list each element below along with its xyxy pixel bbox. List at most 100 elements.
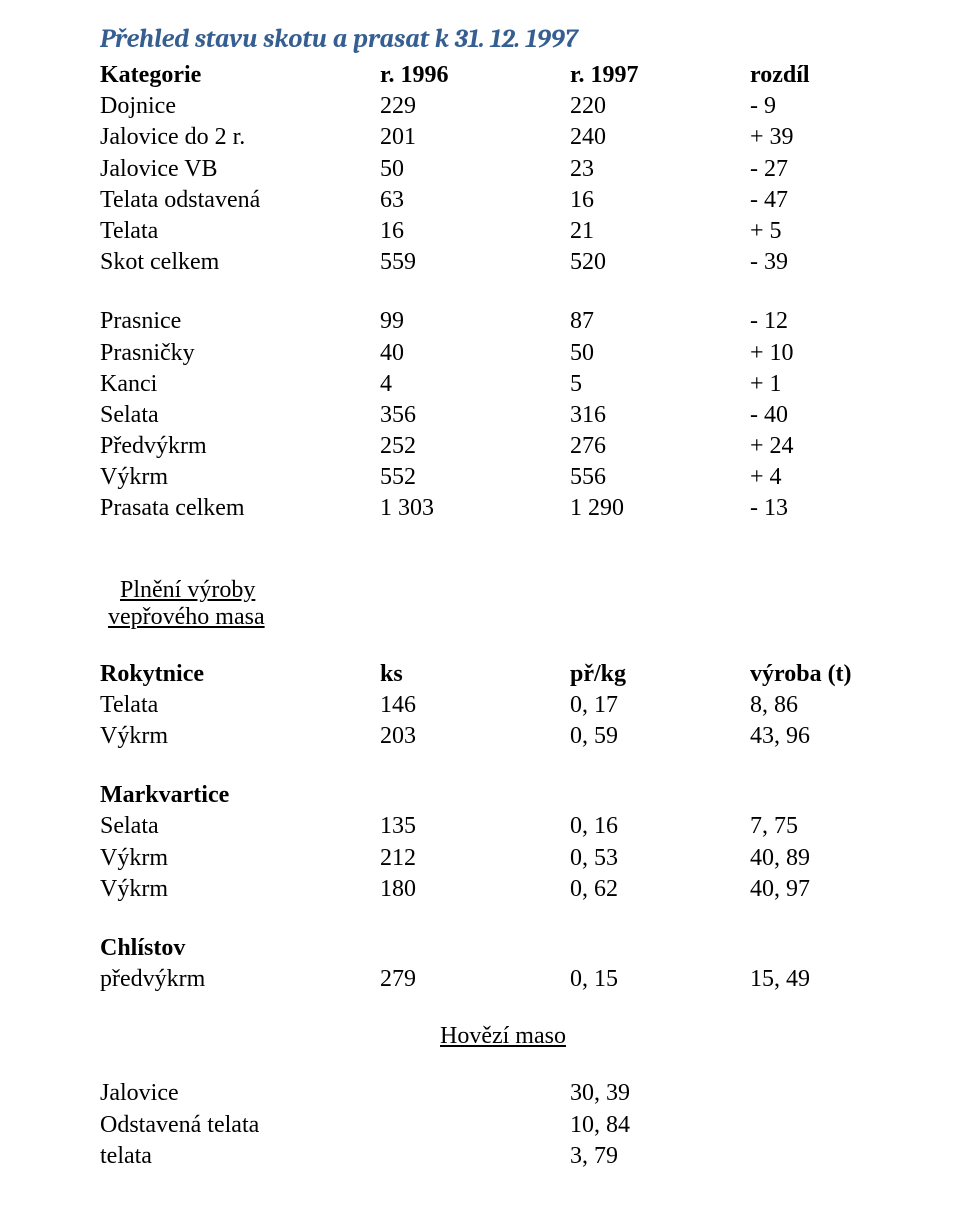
row-col-c: 40, 89	[750, 843, 900, 874]
row-col-c: - 12	[750, 306, 900, 337]
row-col-b: 240	[570, 122, 750, 153]
row-label: Kanci	[100, 369, 380, 400]
table-row: Telata1460, 178, 86	[100, 690, 900, 721]
row-col-b: 556	[570, 462, 750, 493]
row-col-b: 0, 16	[570, 811, 750, 842]
row-col-c: + 24	[750, 431, 900, 462]
row-col-a: 50	[380, 154, 570, 185]
hdr-1997: r. 1997	[570, 60, 750, 91]
row-label: Telata	[100, 690, 380, 721]
row-label: Předvýkrm	[100, 431, 380, 462]
row-col-a: 552	[380, 462, 570, 493]
row-label: Jalovice	[100, 1078, 570, 1109]
table-row: telata3, 79	[100, 1141, 900, 1172]
row-value: 10, 84	[570, 1110, 900, 1141]
row-col-a: 252	[380, 431, 570, 462]
row-col-c: - 39	[750, 247, 900, 278]
row-col-b: 0, 53	[570, 843, 750, 874]
subheading-line1: Plnění výroby	[100, 577, 900, 604]
row-col-a: 229	[380, 91, 570, 122]
table-row: Jalovice VB5023- 27	[100, 154, 900, 185]
row-col-c: - 13	[750, 493, 900, 524]
row-label: Jalovice VB	[100, 154, 380, 185]
row-label: Dojnice	[100, 91, 380, 122]
row-col-c: 7, 75	[750, 811, 900, 842]
table-row: předvýkrm2790, 1515, 49	[100, 964, 900, 995]
table-row: Jalovice30, 39	[100, 1078, 900, 1109]
row-label: Jalovice do 2 r.	[100, 122, 380, 153]
row-col-c: + 1	[750, 369, 900, 400]
row-col-b: 0, 59	[570, 721, 750, 752]
row-col-a: 203	[380, 721, 570, 752]
row-col-c: + 5	[750, 216, 900, 247]
hdr-prkg: př/kg	[570, 659, 750, 690]
row-col-c: - 9	[750, 91, 900, 122]
row-label: Telata odstavená	[100, 185, 380, 216]
row-label: Výkrm	[100, 843, 380, 874]
table-row: Předvýkrm252276+ 24	[100, 431, 900, 462]
row-col-c: 43, 96	[750, 721, 900, 752]
row-col-b: 0, 15	[570, 964, 750, 995]
row-col-a: 63	[380, 185, 570, 216]
row-col-c: - 27	[750, 154, 900, 185]
table1-header: Kategorie r. 1996 r. 1997 rozdíl	[100, 60, 900, 91]
table-row: Selata356316- 40	[100, 400, 900, 431]
row-col-b: 16	[570, 185, 750, 216]
row-label: Prasnice	[100, 306, 380, 337]
page-title: Přehled stavu skotu a prasat k 31. 12. 1…	[100, 24, 900, 54]
table-row: Selata1350, 167, 75	[100, 811, 900, 842]
row-col-b: 520	[570, 247, 750, 278]
row-col-c: + 39	[750, 122, 900, 153]
row-col-a: 4	[380, 369, 570, 400]
markvartice-label: Markvartice	[100, 780, 380, 811]
row-col-a: 356	[380, 400, 570, 431]
row-col-b: 316	[570, 400, 750, 431]
table-row: Výkrm1800, 6240, 97	[100, 874, 900, 905]
chlistov-label: Chlístov	[100, 933, 380, 964]
row-col-a: 212	[380, 843, 570, 874]
row-col-c: - 40	[750, 400, 900, 431]
row-col-b: 276	[570, 431, 750, 462]
table-row: Jalovice do 2 r.201240+ 39	[100, 122, 900, 153]
table-row: Kanci45+ 1	[100, 369, 900, 400]
table-row: Telata1621+ 5	[100, 216, 900, 247]
row-col-b: 220	[570, 91, 750, 122]
row-col-b: 0, 17	[570, 690, 750, 721]
row-col-a: 1 303	[380, 493, 570, 524]
row-col-a: 180	[380, 874, 570, 905]
table-row: Prasnice9987- 12	[100, 306, 900, 337]
hdr-vyroba: výroba (t)	[750, 659, 900, 690]
table-row: Výkrm2030, 5943, 96	[100, 721, 900, 752]
hdr-rozdil: rozdíl	[750, 60, 900, 91]
row-col-c: 8, 86	[750, 690, 900, 721]
chlistov-heading: Chlístov	[100, 933, 900, 964]
row-label: Výkrm	[100, 462, 380, 493]
row-label: Výkrm	[100, 721, 380, 752]
row-col-c: 15, 49	[750, 964, 900, 995]
row-col-b: 23	[570, 154, 750, 185]
row-label: Prasničky	[100, 338, 380, 369]
hdr-kategorie: Kategorie	[100, 60, 380, 91]
row-value: 3, 79	[570, 1141, 900, 1172]
row-label: předvýkrm	[100, 964, 380, 995]
row-label: Selata	[100, 400, 380, 431]
row-col-b: 1 290	[570, 493, 750, 524]
row-col-a: 559	[380, 247, 570, 278]
table-row: Odstavená telata10, 84	[100, 1110, 900, 1141]
row-value: 30, 39	[570, 1078, 900, 1109]
table-row: Výkrm2120, 5340, 89	[100, 843, 900, 874]
row-col-a: 135	[380, 811, 570, 842]
subheading-line2: vepřového masa	[100, 604, 900, 631]
row-col-b: 21	[570, 216, 750, 247]
row-label: Telata	[100, 216, 380, 247]
row-label: Prasata celkem	[100, 493, 380, 524]
table-row: Prasničky4050+ 10	[100, 338, 900, 369]
row-col-b: 87	[570, 306, 750, 337]
row-label: telata	[100, 1141, 570, 1172]
table-row: Skot celkem559520- 39	[100, 247, 900, 278]
table2-header: Rokytnice ks př/kg výroba (t)	[100, 659, 900, 690]
row-col-b: 5	[570, 369, 750, 400]
row-label: Výkrm	[100, 874, 380, 905]
row-col-c: + 10	[750, 338, 900, 369]
row-col-b: 0, 62	[570, 874, 750, 905]
